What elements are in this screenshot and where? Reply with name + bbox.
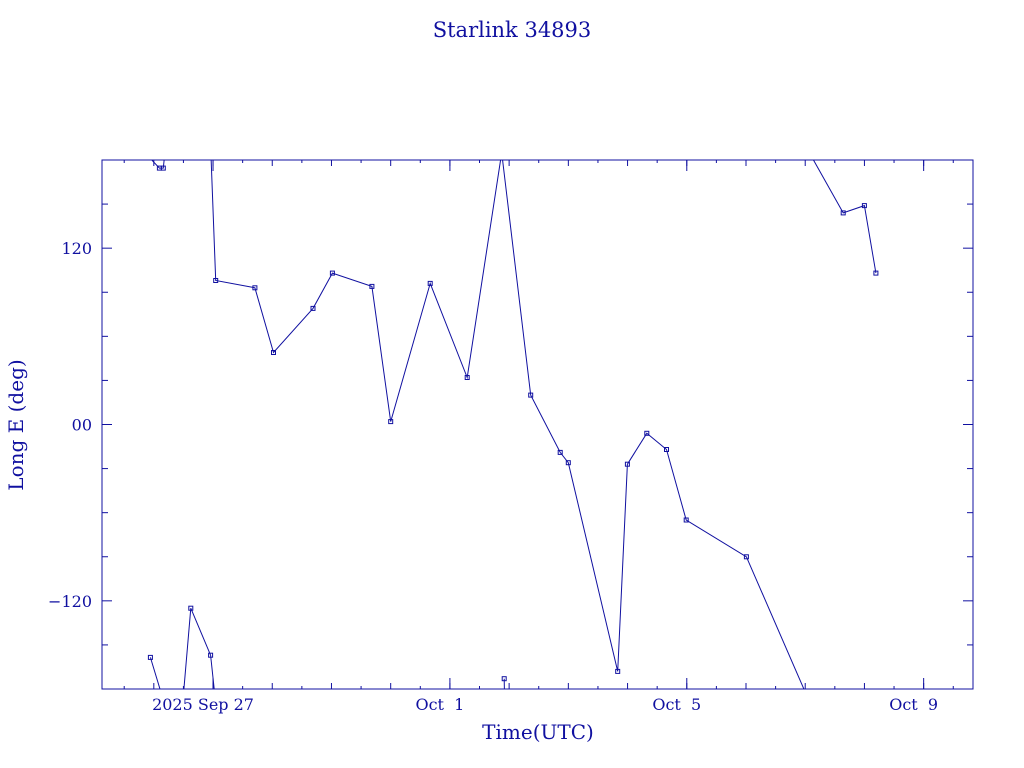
data-point-marker — [873, 270, 879, 276]
series-line — [151, 160, 165, 169]
data-point-marker — [388, 419, 394, 425]
chart-title: Starlink 34893 — [433, 18, 592, 42]
data-point-marker — [329, 270, 335, 276]
data-point-marker — [624, 461, 630, 467]
y-axis-label: Long E (deg) — [4, 359, 28, 490]
data-point-marker — [565, 460, 571, 466]
series-line — [149, 608, 215, 689]
data-point-marker — [213, 278, 219, 283]
data-point-marker — [310, 305, 316, 311]
data-point-marker — [160, 165, 166, 171]
data-point-marker — [464, 375, 470, 380]
x-tick-label: Oct 9 — [889, 695, 938, 714]
data-point-marker — [615, 668, 621, 674]
data-point-marker — [501, 676, 507, 682]
y-ticks: 120 00 −120 — [48, 203, 973, 646]
data-point-marker — [644, 430, 650, 436]
data-point-marker — [369, 283, 375, 289]
y-tick-label: −120 — [48, 592, 92, 611]
data-point-marker — [252, 285, 258, 291]
data-point-marker — [557, 449, 563, 455]
series-line — [812, 160, 877, 274]
series-line — [210, 160, 805, 689]
data-point-marker — [743, 554, 749, 560]
data-point-marker — [528, 392, 534, 398]
plot-area — [147, 160, 879, 689]
x-tick-label: Oct 5 — [652, 695, 701, 714]
data-point-marker — [427, 280, 433, 286]
data-point-marker — [683, 517, 689, 523]
y-tick-label: 00 — [72, 416, 92, 435]
data-point-marker — [664, 447, 669, 452]
data-point-marker — [208, 652, 214, 658]
data-point-marker — [840, 210, 846, 216]
data-point-marker — [147, 654, 153, 660]
x-tick-label: Oct 1 — [415, 695, 464, 714]
data-point-marker — [861, 203, 867, 209]
y-tick-label: 120 — [61, 239, 92, 258]
x-ticks: 2025 Sep 27 Oct 1 Oct 5 Oct 9 — [123, 160, 954, 714]
data-point-marker — [271, 350, 276, 355]
plot-frame — [101, 159, 974, 690]
x-axis-label: Time(UTC) — [482, 720, 594, 744]
data-point-marker — [188, 605, 194, 611]
x-tick-label: 2025 Sep 27 — [152, 695, 254, 714]
